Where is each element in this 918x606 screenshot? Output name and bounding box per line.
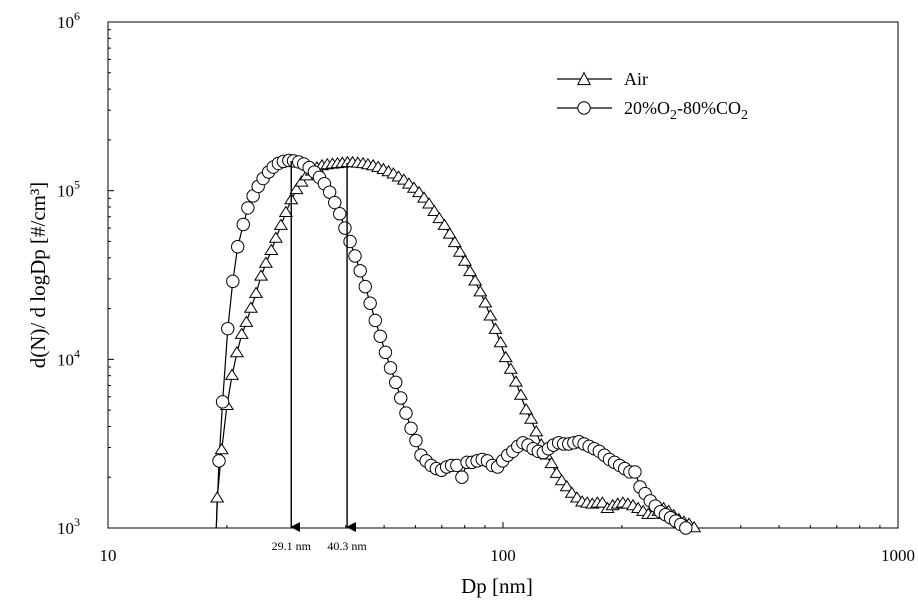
oxy-circle-point <box>348 249 362 263</box>
oxy-circle-point <box>236 217 250 232</box>
air-triangle-point <box>554 473 569 486</box>
air-triangle-point <box>468 274 483 286</box>
air-triangle-point <box>452 245 468 257</box>
oxy-circle-point <box>343 234 357 249</box>
oxy-circle-point <box>399 406 413 420</box>
air-triangle-point <box>523 412 539 424</box>
air-triangle-point <box>273 218 289 230</box>
oxy-circle-point <box>628 465 642 479</box>
oxy-circle-point <box>409 433 423 448</box>
oxy-circle-point <box>383 361 398 375</box>
air-triangle-point <box>294 175 309 187</box>
air-triangle-point <box>518 402 534 415</box>
oxy-circle-point <box>231 240 245 254</box>
legend-item-air: Air <box>557 69 648 89</box>
air-triangle-point <box>239 315 254 327</box>
oxy-circle-point <box>394 391 408 405</box>
oxy-circle-point <box>212 454 226 468</box>
air-triangle-point <box>253 269 269 281</box>
oxy-circle-point <box>353 264 367 278</box>
air-triangle-point <box>478 296 493 308</box>
air-triangle-point <box>483 309 498 321</box>
legend: Air 20%O2-80%CO2 <box>557 69 748 123</box>
air-triangle-point <box>421 197 437 209</box>
air-triangle-point <box>278 205 293 217</box>
air-triangle-point <box>224 368 240 380</box>
oxy-circle-point <box>363 296 377 310</box>
y-tick-label: 106 <box>57 9 80 32</box>
air-triangle-point <box>498 350 513 363</box>
annotation-label: 40.3 nm <box>327 539 367 553</box>
legend-item-oxy: 20%O2-80%CO2 <box>557 98 748 123</box>
oxy-circle-point <box>333 207 347 221</box>
y-tick-label: 103 <box>57 515 80 538</box>
air-triangle-point <box>595 496 610 508</box>
air-triangle-point <box>427 204 442 216</box>
oxy-circle-point <box>388 375 403 390</box>
y-tick-label: 104 <box>57 346 80 369</box>
air-triangle-point <box>488 322 503 334</box>
oxy-circle-point <box>241 201 255 215</box>
air-triangle-point <box>258 256 273 268</box>
air-triangle-point <box>243 301 258 313</box>
air-triangle-point <box>549 466 564 478</box>
oxy-circle-point <box>215 395 230 409</box>
air-triangle-point <box>248 286 264 298</box>
air-triangle-point <box>229 345 245 358</box>
oxy-circle-point <box>455 470 469 484</box>
air-triangle-point <box>559 479 574 492</box>
oxy-circle-point <box>368 313 382 328</box>
air-triangle-point <box>264 243 279 256</box>
air-triangle-point <box>513 388 529 400</box>
x-tick-label: 1000 <box>881 546 915 565</box>
air-triangle-point <box>416 191 432 203</box>
air-triangle-point <box>289 182 304 195</box>
legend-circle-marker <box>577 101 591 115</box>
air-triangle-point <box>214 442 229 455</box>
oxy-circle-point <box>226 274 240 289</box>
oxy-circle-point <box>373 329 387 343</box>
oxy-circle-point <box>679 521 693 535</box>
air-triangle-point <box>529 425 544 437</box>
x-tick-label: 100 <box>490 546 516 565</box>
oxy-circle-point <box>328 195 342 210</box>
annotation-label: 29.1 nm <box>272 539 312 553</box>
air-triangle-point <box>508 375 523 387</box>
oxy-circle-point <box>358 279 372 294</box>
legend-label-oxy: 20%O2-80%CO2 <box>624 98 748 123</box>
air-triangle-point <box>473 285 488 297</box>
oxy-circle-point <box>404 421 418 436</box>
air-triangle-point <box>503 362 518 374</box>
x-axis-title: Dp [nm] <box>461 574 533 598</box>
air-triangle-point <box>411 185 427 198</box>
oxy-circle-point <box>221 321 235 336</box>
legend-label-air: Air <box>624 69 648 89</box>
y-axis-title: d(N)/ d logDp [#/cm³] <box>26 182 50 369</box>
air-triangle-point <box>234 327 249 339</box>
air-triangle-point <box>437 218 452 230</box>
air-triangle-point <box>447 235 462 248</box>
air-triangle-point <box>210 491 225 503</box>
y-tick-label: 105 <box>57 178 80 201</box>
air-triangle-point <box>493 335 508 348</box>
oxy-circle-point <box>338 221 352 235</box>
air-triangle-point <box>442 227 457 239</box>
air-triangle-point <box>462 264 478 277</box>
air-triangle-point <box>432 211 447 224</box>
x-tick-label: 10 <box>100 546 117 565</box>
air-triangle-point <box>268 231 283 243</box>
air-triangle-point <box>457 254 473 266</box>
oxy-circle-point <box>378 345 393 360</box>
legend-triangle-marker <box>576 71 592 86</box>
air-triangle-point <box>544 456 559 469</box>
